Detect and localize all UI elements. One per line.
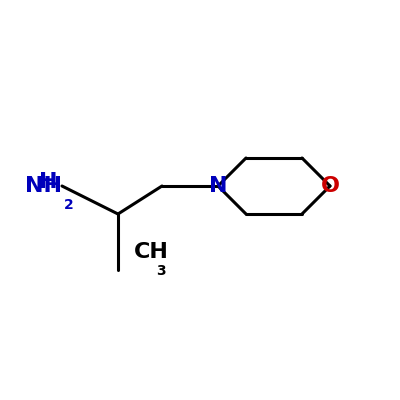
Text: 3: 3 (156, 264, 166, 278)
Text: CH: CH (134, 242, 169, 262)
Text: N: N (209, 176, 227, 196)
Text: O: O (320, 176, 340, 196)
Text: NH: NH (25, 176, 62, 196)
Text: H: H (40, 172, 58, 192)
Text: 2: 2 (64, 198, 74, 212)
